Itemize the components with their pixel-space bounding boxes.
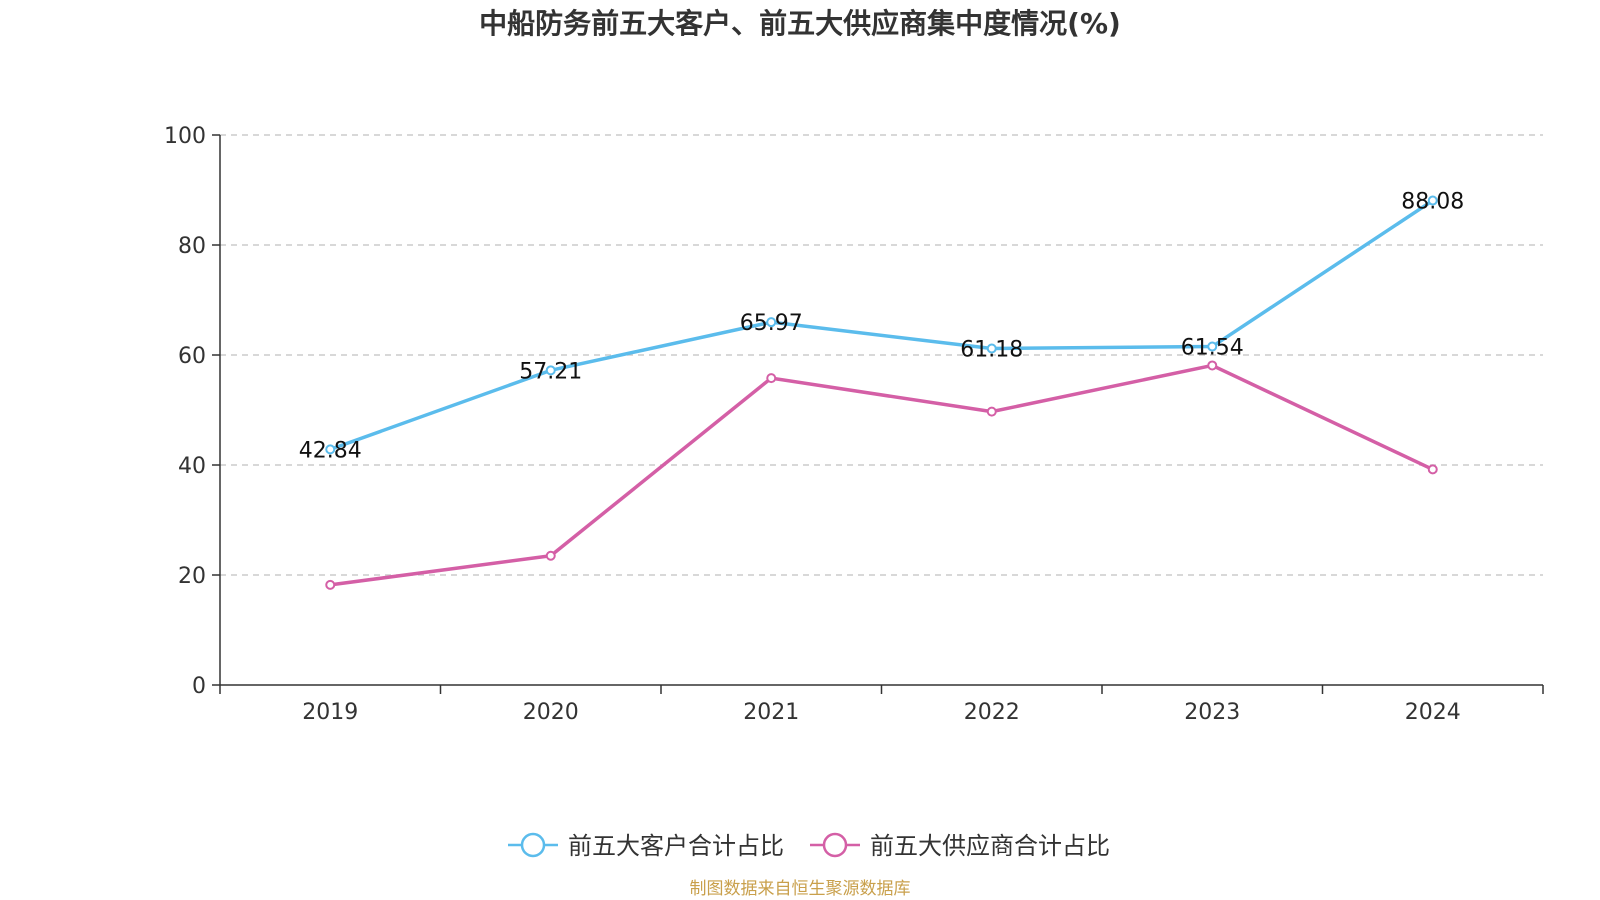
series-line-2 xyxy=(330,363,1434,587)
legend-label: 前五大供应商合计占比 xyxy=(870,832,1110,860)
data-label: 65.97 xyxy=(740,311,803,336)
y-tick-label: 100 xyxy=(164,124,206,149)
series-layer xyxy=(325,195,1438,590)
x-tick-label: 2024 xyxy=(1405,700,1461,725)
data-label: 61.18 xyxy=(960,338,1023,363)
data-point xyxy=(1427,464,1438,475)
data-point xyxy=(325,579,336,590)
data-label: 61.54 xyxy=(1181,336,1244,361)
x-tick-label: 2021 xyxy=(743,700,799,725)
x-tick-label: 2019 xyxy=(302,700,358,725)
series-line-1 xyxy=(329,199,1434,452)
legend-label: 前五大客户合计占比 xyxy=(568,832,784,860)
grid-layer xyxy=(220,134,1543,576)
y-tick-label: 0 xyxy=(192,674,206,699)
y-tick-label: 60 xyxy=(178,344,206,369)
data-label: 88.08 xyxy=(1401,190,1464,215)
legend-marker xyxy=(520,832,546,858)
data-point xyxy=(545,365,556,376)
axis-layer: 0 20 40 60 80 100 2019 2020 2021 2022 2023 2024 xyxy=(164,124,1544,725)
legend-marker xyxy=(822,832,848,858)
data-point xyxy=(986,343,997,354)
y-tick-label: 20 xyxy=(178,564,206,589)
data-point xyxy=(766,373,777,384)
data-label: 57.21 xyxy=(519,359,582,384)
data-label-layer: 42.84 57.21 65.97 61.18 61.54 88.08 xyxy=(299,190,1464,464)
data-point xyxy=(1207,341,1218,352)
data-point xyxy=(766,317,777,328)
source-note: 制图数据来自恒生聚源数据库 xyxy=(690,879,911,899)
x-tick-label: 2022 xyxy=(964,700,1020,725)
x-tick-label: 2020 xyxy=(523,700,579,725)
y-tick-label: 80 xyxy=(178,234,206,259)
data-point xyxy=(545,550,556,561)
data-point xyxy=(325,444,336,455)
legend: 前五大客户合计占比 前五大供应商合计占比 xyxy=(508,832,1110,860)
y-tick-label: 40 xyxy=(178,454,206,479)
chart-title: 中船防务前五大客户、前五大供应商集中度情况(%) xyxy=(479,7,1121,40)
data-label: 42.84 xyxy=(299,438,362,463)
data-point xyxy=(1427,195,1438,206)
data-point xyxy=(986,406,997,417)
x-tick-label: 2023 xyxy=(1184,700,1240,725)
data-point xyxy=(1207,360,1218,371)
